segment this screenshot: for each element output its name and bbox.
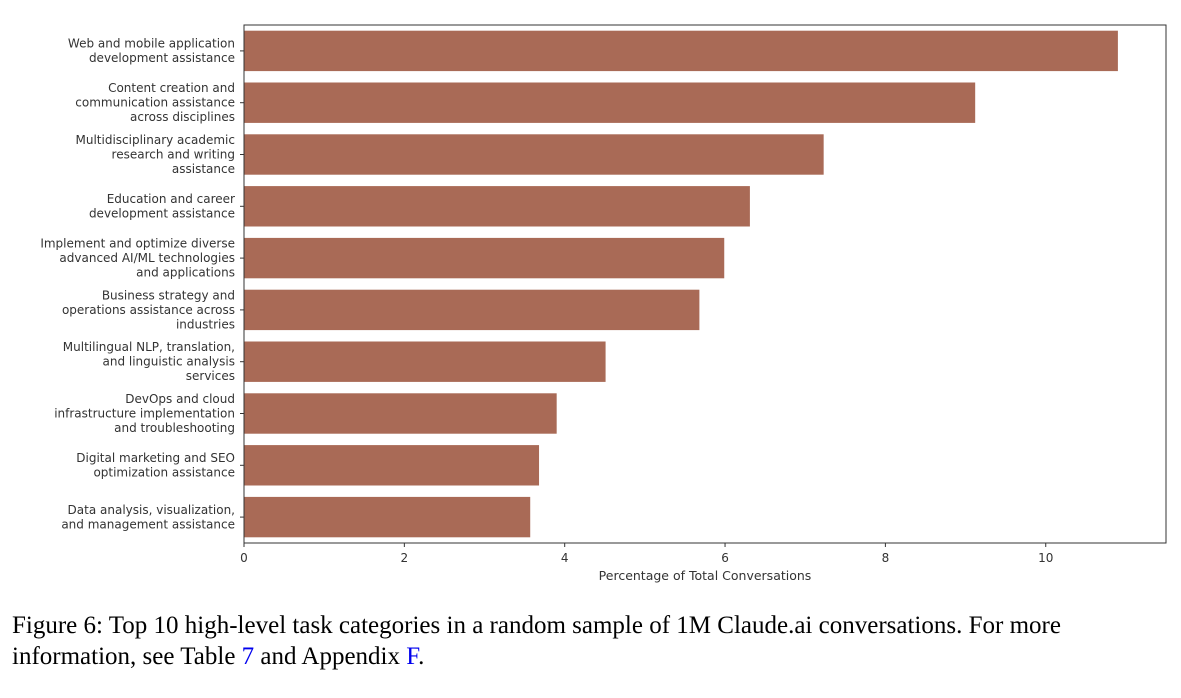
x-axis-ticks: 0 2 4 6 8 10 [240,543,1053,565]
caption-text-end: . [418,643,425,670]
category-label-line: Content creation and [108,81,235,95]
category-label-line: and troubleshooting [114,421,235,435]
category-label-line: Digital marketing and SEO [76,451,235,465]
caption-text: Figure 6: Top 10 high-level task categor… [12,612,1061,670]
category-label-line: Multidisciplinary academic [76,133,236,147]
bar [244,186,750,227]
category-label: Multilingual NLP, translation, and lingui… [63,340,235,383]
x-axis-title: Percentage of Total Conversations [599,568,812,583]
bar [244,237,725,279]
category-label-line: Multilingual NLP, translation, [63,340,235,354]
category-label-line: Education and career [107,192,235,206]
appendix-reference-link[interactable]: F [406,643,419,670]
figure-caption: Figure 6: Top 10 high-level task categor… [12,610,1177,672]
category-label-line: Business strategy and [102,288,235,302]
bar [244,341,606,382]
category-label: Implement and optimize diverse advanced A… [40,237,235,280]
category-label-line: and management assistance [61,517,235,531]
category-label: Multidisciplinary academic research and w… [76,133,236,176]
x-tick-label: 8 [882,551,890,565]
category-label-line: development assistance [89,207,235,221]
x-tick-label: 2 [401,551,409,565]
category-label-line: communication assistance [75,96,235,110]
category-label: DevOps and cloud infrastructure implement… [54,392,235,435]
category-label-line: and linguistic analysis [102,355,235,369]
category-label-line: advanced AI/ML technologies [59,251,235,265]
category-label-line: research and writing [112,148,235,162]
plot-frame [243,24,1167,544]
bar [244,289,700,331]
x-tick-label: 6 [721,551,729,565]
category-label-line: industries [176,317,235,331]
caption-text-middle: and Appendix [254,643,407,670]
bar-chart: Web and mobile application development as… [40,24,1167,583]
x-tick-label: 10 [1038,551,1053,565]
bar [244,134,824,175]
category-label-line: DevOps and cloud [125,392,235,406]
category-label-line: assistance [172,162,235,176]
x-tick-label: 0 [240,551,248,565]
bar [244,30,1118,72]
bars-layer [244,30,1118,538]
category-label: Education and career development assistan… [89,192,235,221]
category-label-line: Web and mobile application [68,37,235,51]
bar [244,445,540,486]
category-label-line: optimization assistance [93,466,235,480]
category-label-line: Implement and optimize diverse [40,237,235,251]
category-label: Web and mobile application development as… [68,37,235,66]
table-reference-link[interactable]: 7 [241,643,255,670]
category-label-line: development assistance [89,51,235,65]
category-label-line: and applications [136,266,235,280]
category-label: Business strategy and operations assistan… [62,288,235,331]
category-label: Digital marketing and SEO optimization as… [76,451,235,480]
category-label-line: infrastructure implementation [54,407,235,421]
category-label: Data analysis, visualization, and managem… [61,503,235,532]
category-label-line: Data analysis, visualization, [68,503,235,517]
category-label-line: services [186,369,235,383]
bar [244,496,531,538]
category-label-line: operations assistance across [62,303,235,317]
category-labels: Web and mobile application development as… [40,37,244,532]
category-label: Content creation and communication assist… [75,81,235,124]
category-label-line: across disciplines [130,110,235,124]
bar [244,393,557,434]
x-tick-label: 4 [561,551,569,565]
bar [244,82,976,123]
